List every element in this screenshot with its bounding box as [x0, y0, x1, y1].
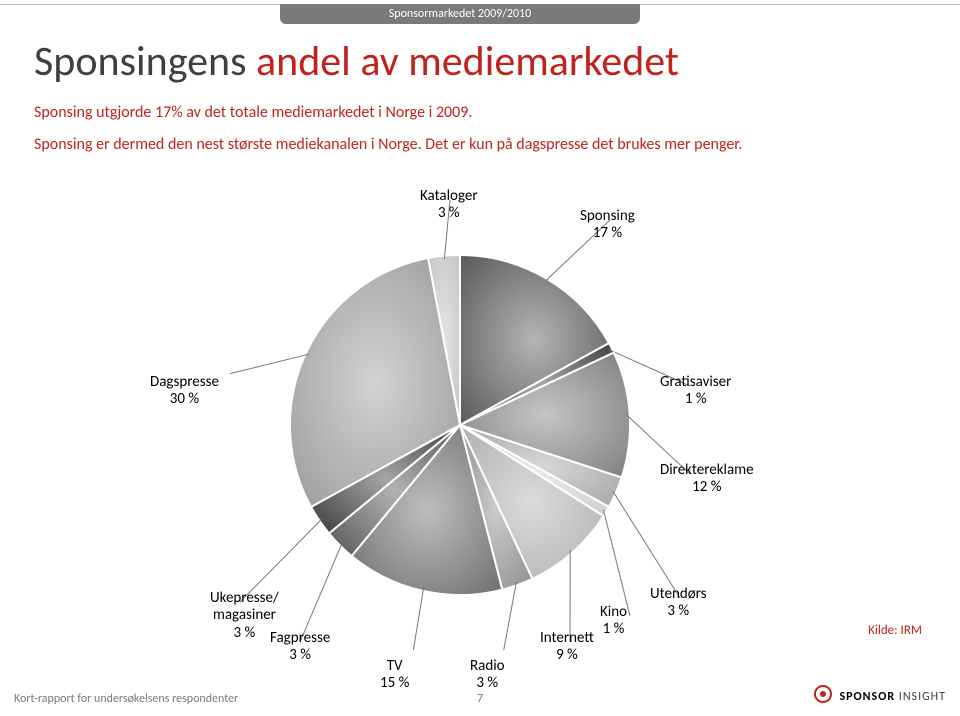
slice-label: Ukepresse/magasiner3 % — [210, 590, 279, 642]
footer-text: Kort-rapport for undersøkelsens responde… — [14, 692, 238, 706]
title-part1: Sponsingens — [34, 36, 256, 87]
slice-label: Radio3 % — [470, 658, 505, 693]
page-title: Sponsingens andel av mediemarkedet — [34, 36, 679, 87]
leader-line — [500, 582, 516, 650]
slice-label: Fagpresse3 % — [270, 630, 330, 665]
leader-line — [603, 510, 630, 616]
pie-svg — [230, 190, 690, 650]
slice-label: Direktereklame12 % — [660, 462, 754, 497]
slice-label: Dagspresse30 % — [150, 374, 219, 409]
page-number: 7 — [477, 692, 483, 706]
logo-mark-icon — [814, 685, 832, 708]
subtitle: Sponsing utgjorde 17% av det totale medi… — [34, 102, 472, 124]
leader-line — [300, 543, 342, 642]
leader-line — [410, 588, 424, 650]
source-label: Kilde: IRM — [868, 623, 922, 638]
title-accent: andel av mediemarkedet — [256, 36, 679, 87]
slice-label: Kataloger3 % — [420, 188, 478, 223]
logo-text: SPONSOR INSIGHT — [839, 690, 946, 704]
logo-bold: SPONSOR — [839, 690, 895, 704]
slice-label: TV15 % — [380, 658, 409, 693]
logo: SPONSOR INSIGHT — [814, 685, 946, 708]
header-tab: Sponsormarkedet 2009/2010 — [280, 4, 640, 24]
leader-line — [613, 491, 680, 598]
slice-label: Sponsing17 % — [580, 208, 635, 243]
slice-label: Internett9 % — [540, 630, 594, 665]
slice-label: Kino1 % — [600, 604, 627, 639]
slice-label: Utendørs3 % — [650, 586, 707, 621]
pie-chart: Sponsing17 %Gratisaviser1 %Direktereklam… — [230, 190, 690, 650]
slice-label: Gratisaviser1 % — [660, 374, 731, 409]
logo-light: INSIGHT — [895, 690, 946, 704]
body-text: Sponsing er dermed den nest største medi… — [34, 134, 742, 156]
